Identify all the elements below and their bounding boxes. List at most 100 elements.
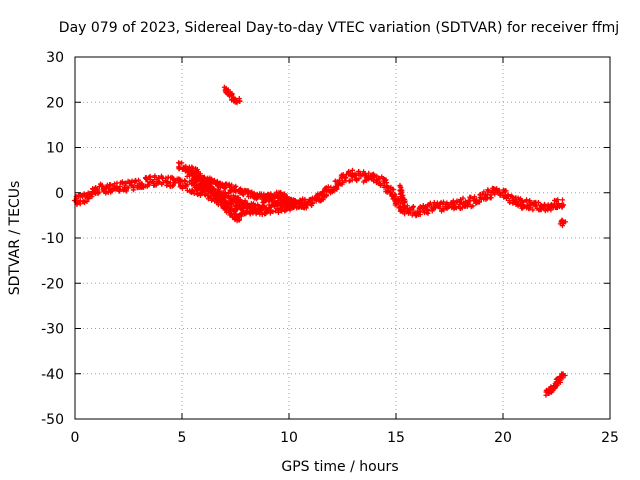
chart-title: Day 079 of 2023, Sidereal Day-to-day VTE… [59,20,619,36]
data-point [376,176,382,182]
data-point [340,179,346,185]
data-point [457,197,463,203]
data-point [96,189,102,195]
data-point [182,177,188,183]
data-point [349,174,355,180]
data-point [440,199,446,205]
data-point [459,205,465,211]
data-point [471,194,477,200]
data-point [123,188,129,194]
data-point [255,202,261,208]
data-point [417,212,423,218]
data-point [454,198,460,204]
data-point [132,179,138,185]
data-point [401,204,407,210]
data-point [301,205,307,211]
data-point [104,184,110,190]
x-tick-label: 5 [178,430,187,446]
data-point [146,182,152,188]
data-point [401,198,407,204]
data-point [553,205,559,211]
data-point [184,182,190,188]
data-point [356,169,362,175]
data-point [78,193,84,199]
data-point [292,198,298,204]
series-segment-23h [557,217,568,229]
data-point [246,188,252,194]
y-tick-label: 0 [55,186,64,202]
data-point [522,203,528,209]
data-point [179,160,185,166]
data-point [243,209,249,215]
y-tick-label: 30 [46,50,64,66]
data-point [388,189,394,195]
data-point [237,211,243,217]
data-point [527,198,533,204]
data-point [460,195,466,201]
data-point [152,173,158,179]
x-tick-label: 0 [71,430,80,446]
data-point [139,181,145,187]
data-point [530,207,536,213]
data-point [196,173,202,179]
data-point [398,208,404,214]
data-point [417,204,423,210]
data-point [236,216,242,222]
x-tick-label: 25 [601,430,619,446]
data-point [475,199,481,205]
y-tick-label: 20 [46,95,64,111]
data-point [113,185,119,191]
series-arc-lower [188,176,269,214]
data-point [221,84,227,90]
data-point [169,174,175,180]
data-point [542,208,548,214]
data-point [109,188,115,194]
data-point [458,200,464,206]
data-point [89,194,95,200]
series-segment-22h [543,371,568,398]
y-tick-label: -50 [41,412,64,428]
data-point [136,177,142,183]
data-point [275,209,281,215]
data-point [548,389,554,395]
data-point [356,176,362,182]
data-point [387,185,393,191]
data-point [263,208,269,214]
data-point [535,200,541,206]
data-point [410,205,416,211]
data-point [488,195,494,201]
y-tick-label: -20 [41,276,64,292]
data-point [309,203,315,209]
data-point [131,184,137,190]
data-point [560,197,566,203]
data-point [562,373,568,379]
data-point [538,207,544,213]
data-point [470,203,476,209]
data-point [122,180,128,186]
x-tick-label: 10 [280,430,298,446]
data-point [555,381,561,387]
data-point [263,205,269,211]
data-point [195,178,201,184]
data-point [515,203,521,209]
data-point [222,199,228,205]
data-point [270,209,276,215]
data-point [485,187,491,193]
data-points [71,84,568,398]
data-point [392,192,398,198]
series-arc-10h [260,189,307,211]
data-point [279,205,285,211]
data-point [390,187,396,193]
x-axis-label: GPS time / hours [281,459,398,475]
data-point [561,202,567,208]
data-point [159,174,165,180]
y-tick-label: 10 [46,141,64,157]
series-band-main [71,167,567,219]
data-point [320,190,326,196]
y-tick-label: -40 [41,367,64,383]
data-point [352,172,358,178]
data-point [291,203,297,209]
data-point [261,198,267,204]
data-point [150,180,156,186]
axis-ticks: 0 5 10 15 20 25 -50 -40 -30 -20 -10 0 10 20 30 [41,50,619,446]
